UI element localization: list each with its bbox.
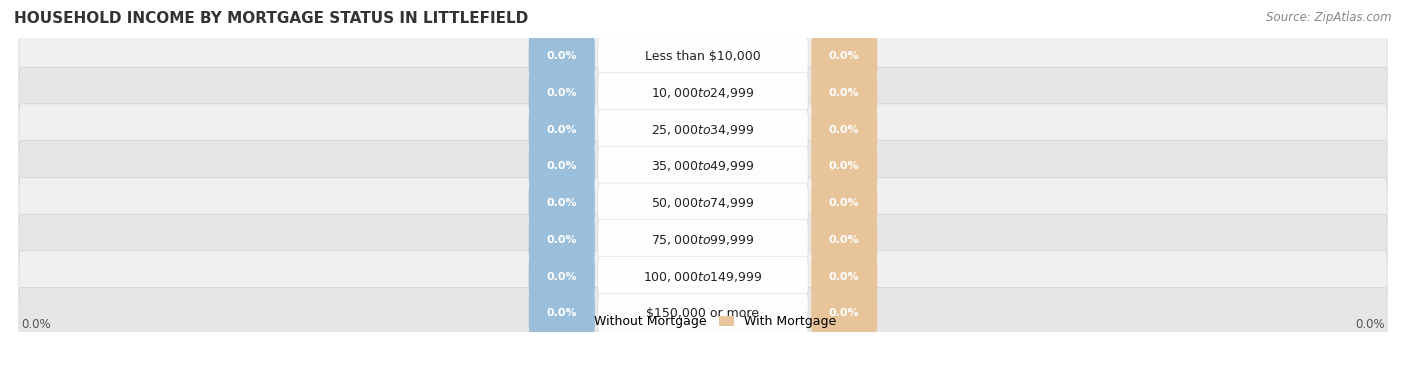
FancyBboxPatch shape: [529, 256, 595, 298]
Text: $50,000 to $74,999: $50,000 to $74,999: [651, 196, 755, 210]
Legend: Without Mortgage, With Mortgage: Without Mortgage, With Mortgage: [569, 316, 837, 328]
Text: $100,000 to $149,999: $100,000 to $149,999: [644, 270, 762, 284]
Text: 0.0%: 0.0%: [1355, 318, 1385, 331]
Text: 0.0%: 0.0%: [830, 308, 859, 319]
FancyBboxPatch shape: [598, 73, 808, 113]
FancyBboxPatch shape: [18, 31, 1388, 82]
Text: 0.0%: 0.0%: [830, 51, 859, 61]
FancyBboxPatch shape: [529, 109, 595, 151]
Text: 0.0%: 0.0%: [830, 271, 859, 282]
FancyBboxPatch shape: [18, 251, 1388, 302]
FancyBboxPatch shape: [811, 256, 877, 298]
Text: $35,000 to $49,999: $35,000 to $49,999: [651, 159, 755, 173]
FancyBboxPatch shape: [598, 183, 808, 223]
FancyBboxPatch shape: [811, 292, 877, 334]
FancyBboxPatch shape: [18, 67, 1388, 119]
Text: $10,000 to $24,999: $10,000 to $24,999: [651, 86, 755, 100]
Text: 0.0%: 0.0%: [830, 198, 859, 208]
Text: HOUSEHOLD INCOME BY MORTGAGE STATUS IN LITTLEFIELD: HOUSEHOLD INCOME BY MORTGAGE STATUS IN L…: [14, 11, 529, 26]
FancyBboxPatch shape: [811, 182, 877, 224]
Text: $150,000 or more: $150,000 or more: [647, 307, 759, 320]
FancyBboxPatch shape: [598, 293, 808, 333]
FancyBboxPatch shape: [598, 257, 808, 297]
FancyBboxPatch shape: [529, 145, 595, 187]
Text: 0.0%: 0.0%: [547, 198, 576, 208]
Text: 0.0%: 0.0%: [547, 308, 576, 319]
FancyBboxPatch shape: [529, 72, 595, 114]
FancyBboxPatch shape: [529, 182, 595, 224]
FancyBboxPatch shape: [598, 36, 808, 76]
FancyBboxPatch shape: [598, 220, 808, 260]
Text: Source: ZipAtlas.com: Source: ZipAtlas.com: [1267, 11, 1392, 24]
Text: 0.0%: 0.0%: [547, 235, 576, 245]
Text: Less than $10,000: Less than $10,000: [645, 50, 761, 63]
FancyBboxPatch shape: [18, 104, 1388, 155]
FancyBboxPatch shape: [598, 110, 808, 150]
Text: 0.0%: 0.0%: [547, 161, 576, 172]
FancyBboxPatch shape: [598, 146, 808, 186]
Text: 0.0%: 0.0%: [830, 124, 859, 135]
FancyBboxPatch shape: [529, 292, 595, 334]
Text: 0.0%: 0.0%: [547, 124, 576, 135]
FancyBboxPatch shape: [529, 219, 595, 261]
Text: 0.0%: 0.0%: [830, 88, 859, 98]
FancyBboxPatch shape: [811, 109, 877, 151]
FancyBboxPatch shape: [811, 72, 877, 114]
Text: 0.0%: 0.0%: [547, 51, 576, 61]
FancyBboxPatch shape: [18, 214, 1388, 265]
Text: 0.0%: 0.0%: [547, 88, 576, 98]
FancyBboxPatch shape: [18, 288, 1388, 339]
Text: 0.0%: 0.0%: [830, 161, 859, 172]
FancyBboxPatch shape: [18, 177, 1388, 229]
Text: 0.0%: 0.0%: [547, 271, 576, 282]
FancyBboxPatch shape: [18, 141, 1388, 192]
FancyBboxPatch shape: [811, 219, 877, 261]
FancyBboxPatch shape: [529, 35, 595, 77]
Text: $25,000 to $34,999: $25,000 to $34,999: [651, 123, 755, 136]
Text: $75,000 to $99,999: $75,000 to $99,999: [651, 233, 755, 247]
Text: 0.0%: 0.0%: [830, 235, 859, 245]
FancyBboxPatch shape: [811, 35, 877, 77]
FancyBboxPatch shape: [811, 145, 877, 187]
Text: 0.0%: 0.0%: [21, 318, 51, 331]
